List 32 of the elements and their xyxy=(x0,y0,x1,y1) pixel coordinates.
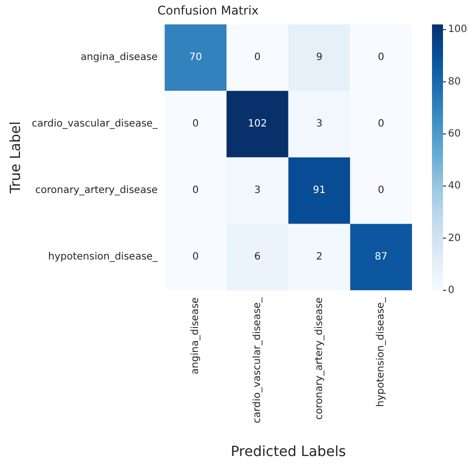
color-bar-label: 100 xyxy=(448,24,468,36)
y-axis-title: True Label xyxy=(8,121,24,194)
x-tick-label: cardio_vascular_disease_ xyxy=(252,296,264,424)
data-label: 91 xyxy=(312,185,326,196)
chart-title: Confusion Matrix xyxy=(157,3,259,18)
y-tick-label: coronary_artery_disease xyxy=(35,185,158,196)
data-label: 87 xyxy=(374,252,388,263)
data-label: 0 xyxy=(378,118,384,130)
data-label: 9 xyxy=(316,52,322,64)
y-tick-label: hypotension_disease_ xyxy=(48,252,159,263)
y-tick-label: angina_disease xyxy=(80,52,158,64)
color-bar-label: 20 xyxy=(448,232,461,244)
data-label: 0 xyxy=(378,185,384,196)
data-label: 70 xyxy=(189,52,202,64)
data-label: 0 xyxy=(192,118,199,130)
color-bar-label: 40 xyxy=(448,180,461,192)
data-label: 3 xyxy=(254,185,261,196)
x-tick-label: coronary_artery_disease xyxy=(314,297,325,420)
data-label: 102 xyxy=(248,118,267,130)
data-label: 0 xyxy=(192,252,199,263)
data-label: 0 xyxy=(378,52,384,64)
data-label: 0 xyxy=(192,185,199,196)
x-tick-label: hypotension_disease_ xyxy=(376,296,387,407)
data-label: 6 xyxy=(254,252,261,263)
x-axis-title: Predicted Labels xyxy=(230,444,346,460)
color-bar-label: 80 xyxy=(448,76,461,88)
color-bar-label: 0 xyxy=(448,284,454,296)
color-bar-label: 60 xyxy=(448,128,461,140)
data-label: 3 xyxy=(316,118,322,130)
data-label: 2 xyxy=(316,252,322,263)
y-tick-label: cardio_vascular_disease_ xyxy=(32,118,159,130)
data-label: 0 xyxy=(254,52,261,64)
